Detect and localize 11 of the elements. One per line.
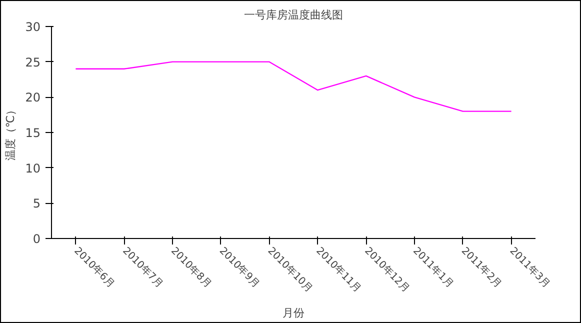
y-tick-label: 10 [25,161,41,176]
line-series [75,61,512,112]
y-axis-title: 温度（℃） [4,104,18,161]
y-tick-label: 20 [25,90,41,105]
y-tick-label: 0 [32,232,41,246]
y-tick-label: 30 [25,20,41,34]
y-tick-label: 5 [32,196,41,211]
x-axis-title: 月份 [282,306,304,320]
y-tick-label: 25 [25,55,41,70]
y-tick-label: 15 [25,126,41,140]
chart-title: 一号库房温度曲线图 [244,8,343,22]
